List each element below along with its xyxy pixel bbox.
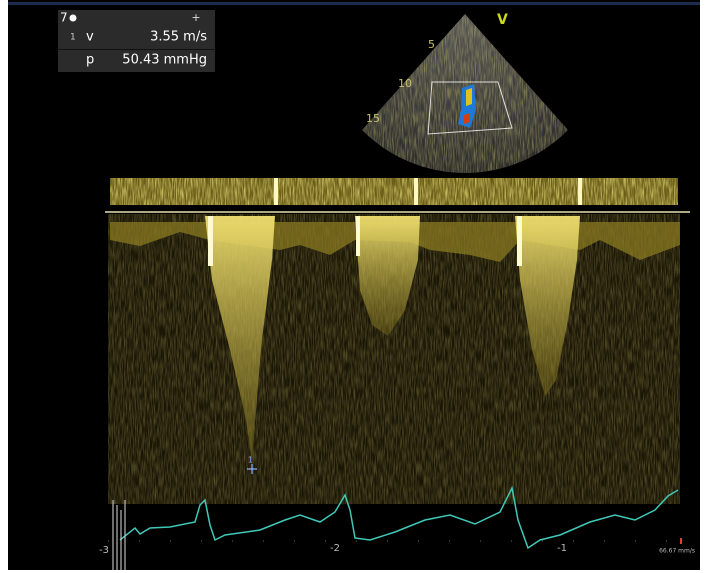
color-flow-aliased (466, 88, 472, 106)
valve-click (208, 216, 213, 266)
depth-label: 5 (428, 38, 435, 51)
row-number: 1 (70, 33, 76, 43)
mmode-texture (110, 178, 678, 205)
valve-click (356, 216, 360, 256)
envelope (355, 216, 420, 336)
strip-artifact (274, 178, 278, 205)
index: 7 (60, 11, 68, 25)
valve-click (517, 216, 522, 266)
row-label: v (86, 30, 94, 45)
ecg-trace (119, 485, 679, 550)
sweep-marker (680, 538, 682, 544)
time-tick: -3 (99, 545, 109, 556)
index-icon (69, 14, 77, 22)
caliper-number: 1 (248, 456, 253, 465)
time-tick: -2 (330, 543, 340, 554)
caliper-marker (247, 464, 257, 474)
color-flow-red (464, 113, 470, 124)
sweep-speed: 66.67 mm/s (659, 548, 695, 555)
view-label: V (497, 12, 508, 28)
row-value: 3.55 m/s (150, 30, 207, 45)
color-box (427, 81, 513, 135)
measurement-panel (58, 10, 215, 72)
strip-artifact (578, 178, 582, 205)
row-value: 50.43 mmHg (122, 53, 207, 68)
time-tick: -1 (557, 543, 567, 554)
row-divider (58, 49, 215, 50)
top-bar (8, 2, 700, 5)
ecg-marker (112, 500, 126, 570)
depth-label: 15 (366, 112, 380, 125)
envelope (205, 216, 275, 462)
strip-artifact (414, 178, 418, 205)
envelope (515, 216, 580, 396)
depth-label: 10 (398, 77, 412, 90)
row-label: p (86, 53, 94, 68)
cursor-icon: + (191, 11, 200, 24)
